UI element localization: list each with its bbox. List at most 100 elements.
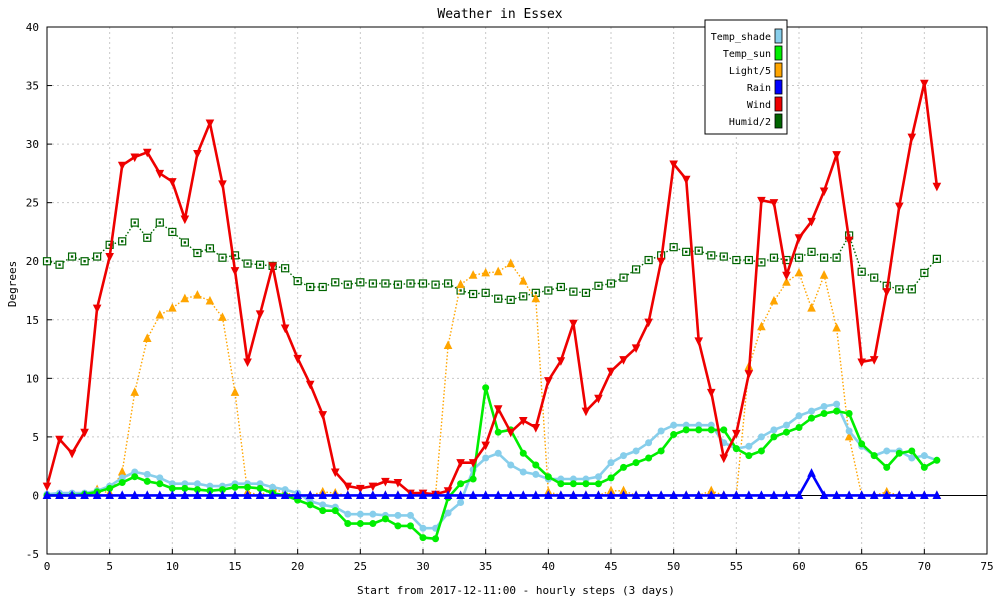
point-temp-sun [782, 428, 790, 436]
point-temp-sun [143, 477, 151, 485]
point-wind [832, 151, 841, 160]
point-rain [556, 490, 566, 499]
point-humid-2-inner [509, 298, 512, 302]
point-temp-shade [507, 461, 515, 469]
point-wind [819, 187, 829, 197]
point-temp-shade [795, 412, 803, 420]
x-tick-label: 40 [542, 560, 555, 573]
point-humid-2-inner [233, 254, 237, 257]
legend-swatch-temp-shade [774, 28, 783, 44]
point-rain [757, 490, 766, 499]
point-light-5 [481, 267, 490, 277]
point-temp-sun [406, 522, 414, 530]
point-temp-shade [632, 447, 640, 455]
point-temp-sun [156, 480, 164, 488]
point-temp-sun [118, 479, 126, 487]
point-wind [268, 262, 277, 272]
point-wind [193, 149, 202, 159]
point-temp-sun [632, 459, 640, 467]
point-temp-sun [720, 426, 728, 434]
point-wind [844, 236, 854, 246]
legend-swatch-wind [774, 96, 783, 112]
point-wind [694, 337, 704, 346]
point-rain [932, 490, 942, 499]
point-wind [130, 153, 140, 163]
x-axis-label: Start from 2017-12-11:00 - hourly steps … [357, 584, 675, 597]
x-tick-label: 10 [166, 560, 179, 573]
y-axis-label: Degrees [6, 261, 19, 307]
point-humid-2-inner [910, 288, 913, 291]
point-light-5 [443, 340, 453, 350]
point-rain [794, 490, 804, 499]
point-light-5 [819, 270, 829, 279]
point-humid-2-inner [898, 288, 901, 291]
point-temp-sun [757, 447, 765, 455]
point-rain [706, 490, 716, 499]
point-wind [117, 161, 127, 171]
point-humid-2-inner [221, 256, 224, 259]
point-humid-2-inner [246, 262, 249, 265]
point-temp-sun [319, 507, 327, 515]
point-temp-sun [870, 452, 878, 460]
point-temp-sun [808, 414, 816, 422]
point-temp-shade [757, 433, 765, 441]
point-rain [907, 490, 917, 499]
point-humid-2-inner [309, 285, 312, 289]
point-temp-sun [707, 426, 715, 434]
point-rain [569, 490, 578, 499]
point-wind [656, 257, 666, 267]
point-rain [218, 490, 227, 499]
y-tick-label: 20 [26, 255, 39, 268]
y-tick-label: 0 [32, 489, 39, 502]
point-temp-sun [306, 501, 314, 509]
point-wind [732, 429, 741, 439]
x-tick-label: 15 [228, 560, 241, 573]
point-temp-sun [469, 475, 477, 483]
point-wind [782, 271, 791, 281]
point-rain [719, 490, 729, 499]
point-wind [894, 202, 904, 212]
point-humid-2-inner [609, 282, 613, 285]
point-temp-sun [482, 384, 490, 392]
series-line-wind [45, 81, 939, 496]
point-rain [606, 490, 616, 499]
y-tick-label: 40 [26, 21, 39, 34]
point-temp-shade [369, 510, 377, 518]
point-light-5 [193, 290, 202, 299]
point-humid-2-inner [45, 260, 49, 263]
point-temp-sun [657, 447, 665, 455]
point-humid-2-inner [384, 282, 387, 285]
point-temp-sun [845, 409, 853, 417]
point-wind [481, 441, 490, 451]
point-wind [869, 356, 879, 365]
point-temp-sun [532, 461, 540, 469]
point-temp-sun [131, 473, 139, 481]
legend-swatch-temp-sun [774, 45, 783, 61]
point-rain [180, 490, 190, 499]
point-rain [631, 490, 641, 499]
point-light-5 [180, 293, 190, 303]
point-temp-sun [331, 507, 339, 515]
point-rain [644, 490, 653, 499]
point-rain [681, 490, 691, 499]
point-wind [155, 169, 165, 179]
y-tick-label: 35 [26, 80, 39, 93]
point-temp-sun [244, 483, 252, 491]
point-wind [757, 196, 766, 206]
point-humid-2-inner [283, 267, 287, 270]
point-temp-sun [582, 480, 590, 488]
point-humid-2-inner [171, 230, 174, 234]
point-light-5 [794, 267, 804, 277]
point-wind [644, 318, 653, 328]
point-rain [67, 490, 77, 499]
point-wind [857, 358, 866, 368]
point-temp-shade [670, 421, 678, 429]
legend: Temp_shade Temp_sun Light/5 Rain Wind Humid/2 [704, 19, 788, 135]
point-temp-shade [519, 468, 527, 476]
point-temp-sun [682, 426, 690, 434]
y-tick-label: -5 [26, 548, 39, 561]
point-rain [293, 490, 302, 499]
point-temp-sun [381, 515, 389, 523]
x-tick-label: 45 [604, 560, 617, 573]
point-humid-2-inner [196, 251, 199, 255]
